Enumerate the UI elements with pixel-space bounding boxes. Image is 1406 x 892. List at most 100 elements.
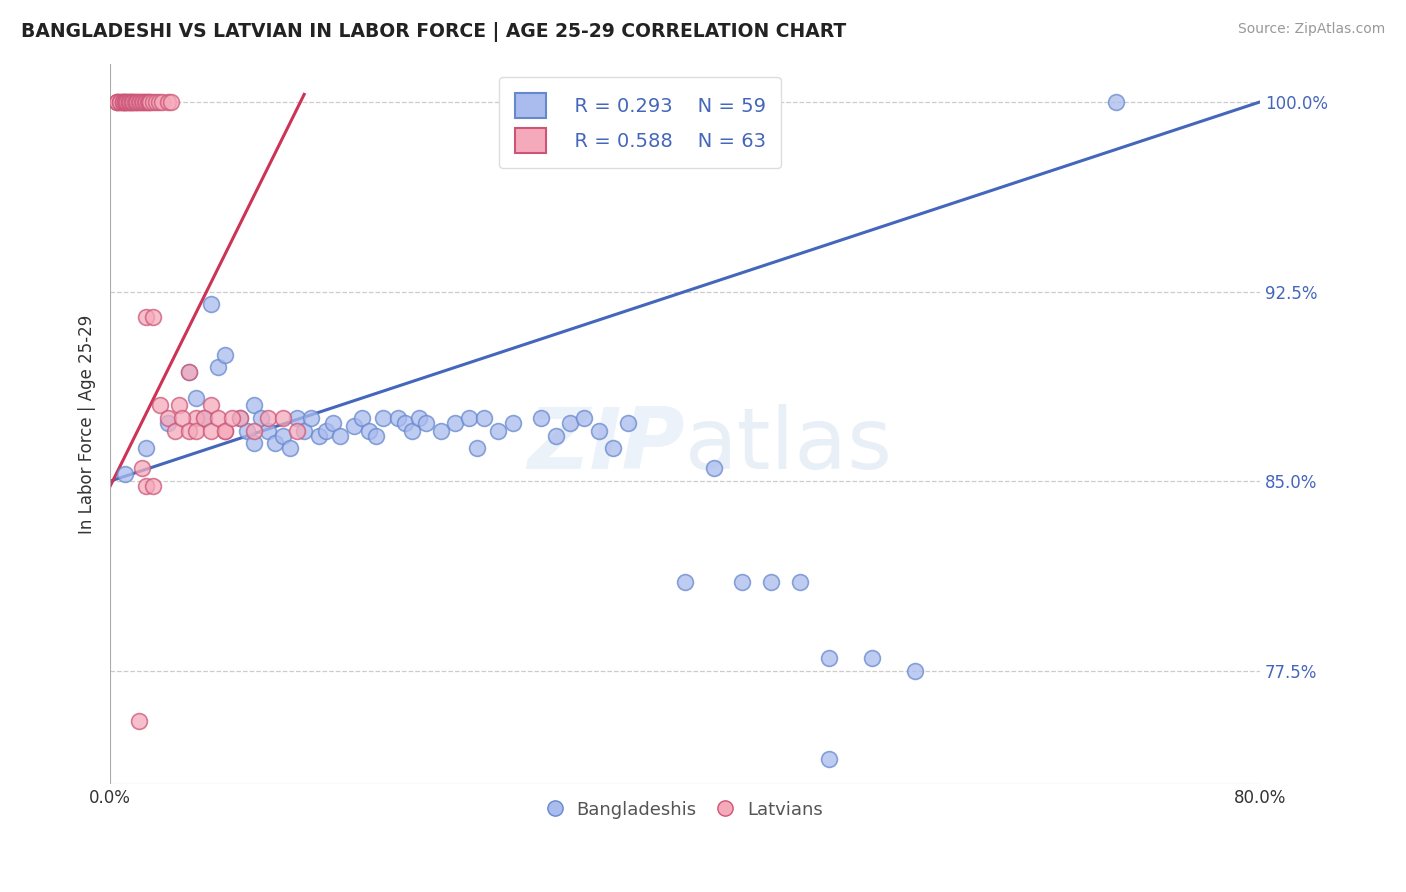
Point: [129, 95, 152, 109]
Point: [616, 416, 638, 430]
Point: [1105, 95, 1128, 109]
Point: [558, 416, 581, 430]
Point: [221, 411, 243, 425]
Point: [250, 411, 273, 425]
Point: [114, 95, 136, 109]
Point: [322, 416, 344, 430]
Point: [139, 95, 162, 109]
Y-axis label: In Labor Force | Age 25-29: In Labor Force | Age 25-29: [79, 315, 96, 534]
Point: [131, 95, 153, 109]
Point: [193, 411, 215, 425]
Point: [105, 95, 128, 109]
Point: [257, 411, 280, 425]
Point: [179, 366, 201, 380]
Point: [228, 411, 250, 425]
Text: BANGLADESHI VS LATVIAN IN LABOR FORCE | AGE 25-29 CORRELATION CHART: BANGLADESHI VS LATVIAN IN LABOR FORCE | …: [21, 22, 846, 42]
Point: [486, 424, 509, 438]
Point: [135, 479, 157, 493]
Point: [159, 95, 181, 109]
Point: [530, 411, 553, 425]
Point: [134, 95, 156, 109]
Point: [115, 95, 138, 109]
Point: [387, 411, 409, 425]
Point: [186, 411, 208, 425]
Point: [150, 95, 173, 109]
Point: [860, 651, 883, 665]
Point: [243, 436, 266, 450]
Point: [112, 95, 135, 109]
Point: [408, 411, 430, 425]
Point: [114, 95, 136, 109]
Point: [167, 398, 190, 412]
Point: [186, 391, 208, 405]
Point: [179, 366, 201, 380]
Point: [117, 95, 139, 109]
Point: [415, 416, 437, 430]
Text: atlas: atlas: [685, 404, 893, 487]
Point: [285, 411, 308, 425]
Legend: Bangladeshis, Latvians: Bangladeshis, Latvians: [540, 793, 830, 826]
Point: [120, 95, 142, 109]
Point: [271, 411, 294, 425]
Point: [401, 424, 423, 438]
Point: [105, 95, 128, 109]
Point: [394, 416, 416, 430]
Point: [214, 424, 236, 438]
Point: [465, 442, 488, 456]
Point: [124, 95, 146, 109]
Point: [170, 411, 193, 425]
Point: [110, 95, 132, 109]
Point: [299, 411, 322, 425]
Point: [357, 424, 380, 438]
Point: [904, 664, 927, 678]
Point: [278, 442, 301, 456]
Point: [112, 95, 135, 109]
Point: [235, 424, 257, 438]
Point: [243, 398, 266, 412]
Point: [122, 95, 145, 109]
Point: [444, 416, 467, 430]
Point: [156, 416, 179, 430]
Point: [731, 575, 754, 590]
Point: [135, 442, 157, 456]
Point: [127, 95, 149, 109]
Text: Source: ZipAtlas.com: Source: ZipAtlas.com: [1237, 22, 1385, 37]
Point: [761, 575, 783, 590]
Point: [132, 95, 155, 109]
Point: [308, 428, 330, 442]
Point: [142, 95, 165, 109]
Point: [458, 411, 481, 425]
Point: [105, 95, 128, 109]
Point: [817, 651, 839, 665]
Point: [128, 95, 150, 109]
Point: [110, 95, 132, 109]
Point: [200, 398, 222, 412]
Point: [257, 424, 280, 438]
Point: [207, 360, 229, 375]
Point: [128, 714, 150, 729]
Point: [118, 95, 141, 109]
Point: [350, 411, 373, 425]
Point: [156, 95, 179, 109]
Point: [118, 95, 141, 109]
Point: [200, 297, 222, 311]
Text: ZIP: ZIP: [527, 404, 685, 487]
Point: [588, 424, 610, 438]
Point: [574, 411, 596, 425]
Point: [148, 95, 170, 109]
Point: [673, 575, 696, 590]
Point: [271, 428, 294, 442]
Point: [135, 95, 157, 109]
Point: [544, 428, 567, 442]
Point: [817, 752, 839, 766]
Point: [364, 428, 387, 442]
Point: [228, 411, 250, 425]
Point: [285, 424, 308, 438]
Point: [243, 424, 266, 438]
Point: [114, 467, 136, 481]
Point: [502, 416, 524, 430]
Point: [214, 424, 236, 438]
Point: [156, 411, 179, 425]
Point: [125, 95, 148, 109]
Point: [179, 424, 201, 438]
